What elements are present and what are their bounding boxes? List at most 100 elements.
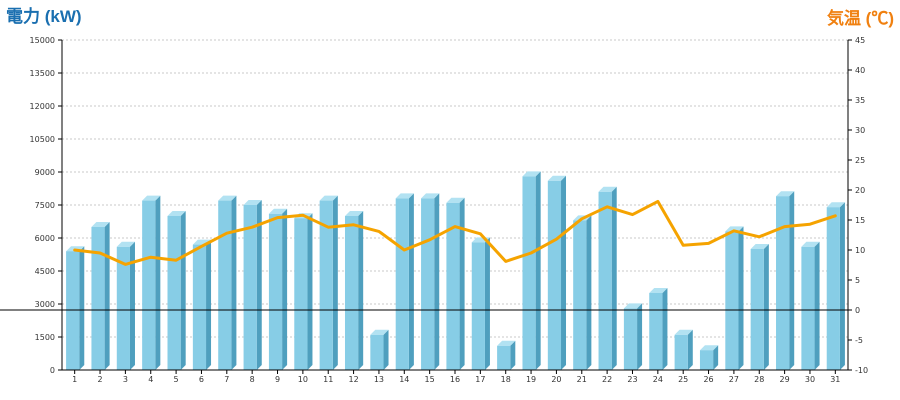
bar	[421, 193, 440, 370]
bar	[649, 288, 668, 370]
bar-front	[268, 213, 283, 370]
left-tick-label: 4500	[35, 267, 55, 276]
bar-front	[801, 246, 815, 370]
bar-top	[319, 195, 338, 201]
temperature-point	[99, 252, 101, 254]
right-tick-label: 45	[855, 36, 865, 45]
bar-front	[66, 251, 80, 370]
temperature-point	[580, 218, 583, 220]
x-tick-label: 3	[123, 375, 128, 384]
temperature-point	[504, 260, 507, 263]
right-tick-label: 40	[855, 66, 865, 75]
left-tick-label: 12000	[30, 102, 55, 111]
x-tick-label: 14	[399, 375, 409, 384]
left-tick-label: 1500	[35, 333, 55, 342]
x-tick-label: 4	[148, 375, 153, 384]
bar	[471, 237, 490, 370]
temperature-point	[428, 239, 431, 241]
bar-front	[522, 176, 536, 370]
bar	[319, 195, 338, 370]
bar-front	[167, 216, 181, 370]
temperature-point	[251, 226, 253, 228]
bar-side	[206, 239, 212, 370]
bar-side	[814, 241, 820, 370]
bar-side	[662, 288, 668, 370]
bar	[142, 195, 161, 370]
bar-top	[91, 222, 110, 227]
bar-top	[344, 211, 364, 216]
bar	[623, 303, 643, 370]
bar	[497, 340, 516, 370]
bar-top	[167, 211, 186, 216]
x-tick-label: 5	[174, 375, 179, 384]
left-tick-label: 3000	[35, 300, 55, 309]
x-tick-label: 13	[374, 375, 384, 384]
bar-side	[535, 171, 541, 370]
temperature-point	[378, 230, 380, 233]
bar-side	[180, 211, 186, 370]
bar-front	[395, 198, 409, 370]
temperature-point	[175, 259, 177, 262]
temperature-point	[733, 230, 735, 232]
bar-front	[649, 293, 663, 370]
bar	[573, 215, 592, 370]
bar-side	[282, 208, 288, 370]
temperature-point	[479, 233, 482, 235]
bar-top	[370, 329, 389, 335]
bar-side	[434, 193, 440, 370]
x-tick-label: 21	[577, 375, 587, 384]
temperature-point	[302, 214, 304, 216]
bar-side	[611, 186, 617, 370]
bar-top	[801, 241, 820, 247]
bar-top	[699, 345, 719, 351]
x-tick-label: 23	[627, 375, 637, 384]
bar-front	[142, 200, 156, 370]
bar	[268, 208, 288, 370]
temperature-point	[454, 225, 456, 228]
left-tick-label: 7500	[35, 201, 55, 210]
bar-side	[637, 303, 643, 370]
bar	[243, 200, 262, 370]
bar-top	[116, 241, 135, 247]
x-tick-label: 22	[602, 375, 612, 384]
x-tick-label: 2	[97, 375, 102, 384]
right-tick-label: -10	[855, 366, 868, 375]
bar-front	[598, 191, 612, 370]
bar-front	[319, 200, 333, 370]
bar	[776, 191, 795, 370]
bar-front	[776, 196, 790, 370]
bar-side	[738, 226, 744, 370]
bar-front	[116, 246, 130, 370]
x-tick-label: 29	[780, 375, 790, 384]
temperature-point	[555, 238, 558, 240]
x-tick-label: 16	[450, 375, 460, 384]
bar-front	[370, 334, 384, 370]
bar-side	[231, 195, 237, 370]
x-tick-label: 6	[199, 375, 204, 384]
temperature-point	[200, 245, 203, 248]
x-tick-label: 28	[754, 375, 764, 384]
bar-top	[547, 175, 567, 181]
bar-side	[358, 211, 364, 370]
bar-side	[256, 200, 262, 370]
right-tick-label: 0	[855, 306, 860, 315]
bar-front	[218, 200, 232, 370]
bar-side	[763, 244, 769, 370]
power-bars	[66, 171, 845, 370]
bar-side	[586, 215, 592, 370]
bar-top	[142, 195, 161, 201]
bar	[826, 202, 845, 370]
bar-top	[395, 193, 414, 199]
bar-side	[307, 213, 313, 370]
temperature-point	[682, 244, 684, 246]
temperature-point	[327, 226, 330, 228]
bar	[370, 329, 389, 370]
temperature-point	[707, 242, 710, 245]
temperature-point	[124, 263, 127, 266]
temperature-point	[276, 216, 279, 219]
bar-front	[421, 198, 435, 370]
temperature-point	[403, 249, 406, 251]
bar	[218, 195, 237, 370]
bar	[116, 241, 135, 370]
temperature-point	[783, 225, 786, 228]
